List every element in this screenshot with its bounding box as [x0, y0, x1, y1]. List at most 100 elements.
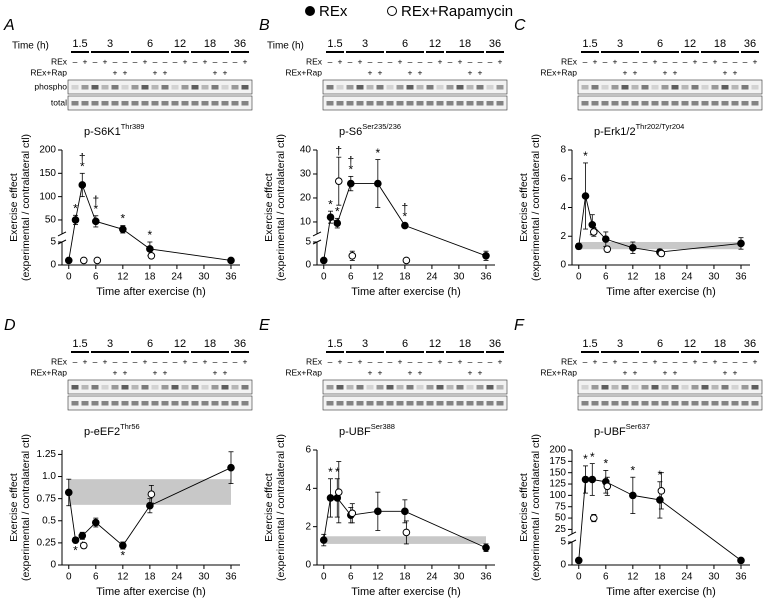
y-tick-label: 0.25 — [37, 538, 57, 549]
rex-sign: – — [328, 356, 333, 366]
rex-sign: + — [243, 356, 248, 366]
rex-sign: + — [83, 56, 88, 66]
blot-band — [496, 385, 504, 390]
significance-label: * — [335, 205, 340, 219]
blot-band — [591, 401, 599, 406]
rex-sign: + — [398, 356, 403, 366]
blot-band — [241, 385, 249, 390]
data-point — [601, 235, 610, 243]
data-point — [146, 501, 154, 510]
blot-band — [241, 85, 249, 90]
blot-band — [151, 101, 159, 106]
data-point — [657, 487, 666, 495]
blot-band — [416, 101, 424, 106]
data-point — [581, 192, 590, 200]
rex-sign: + — [203, 56, 208, 66]
data-point — [402, 528, 411, 537]
blot-band — [631, 385, 639, 390]
blot-band — [416, 385, 424, 390]
significance-label: * — [630, 463, 635, 477]
blot-band — [406, 401, 414, 406]
time-value: 3 — [107, 338, 113, 350]
rex-sign: – — [193, 356, 198, 366]
blot-band — [231, 401, 239, 406]
x-tick-label: 6 — [348, 572, 354, 583]
blot-band — [651, 401, 659, 406]
blot-band — [211, 101, 219, 106]
blot-band — [496, 401, 504, 406]
blot-strip — [322, 395, 508, 411]
significance-label: * — [328, 197, 333, 211]
panel-letter: E — [259, 317, 270, 334]
blot-band — [711, 101, 719, 106]
blot-strip — [577, 95, 763, 111]
blot-band — [601, 101, 609, 106]
blot-band — [141, 85, 149, 90]
blot-band — [476, 385, 484, 390]
rap-sign: + — [468, 67, 473, 77]
significance-label: * — [603, 457, 608, 471]
rex-sign: + — [693, 56, 698, 66]
x-tick-label: 0 — [66, 572, 72, 583]
blot-band — [426, 385, 434, 390]
blot-band — [631, 85, 639, 90]
rex-sign: + — [498, 56, 503, 66]
blot-band — [731, 385, 739, 390]
rex-sign: – — [233, 56, 238, 66]
y-tick-label: 100 — [549, 490, 566, 501]
data-point — [657, 249, 666, 258]
rex-sign: – — [478, 356, 483, 366]
rap-sign: + — [663, 67, 668, 77]
y-tick-label: 0 — [305, 260, 311, 271]
significance-label: * — [348, 163, 353, 177]
rex-sign: – — [153, 56, 158, 66]
data-point — [581, 475, 590, 484]
significance-label: † — [335, 143, 342, 157]
title-main: p-UBF — [594, 426, 626, 438]
blot-band — [691, 385, 699, 390]
blot-band — [741, 401, 749, 406]
rex-row-label: REx — [306, 56, 323, 66]
blot-band — [101, 401, 109, 406]
blot-band — [386, 101, 394, 106]
blot-band — [681, 401, 689, 406]
rex-sign: – — [223, 56, 228, 66]
rex-sign: – — [378, 56, 383, 66]
x-tick-label: 0 — [576, 572, 582, 583]
blot-band — [191, 85, 199, 90]
data-point — [119, 541, 127, 550]
blot-band — [221, 385, 229, 390]
rex-sign: – — [133, 356, 138, 366]
blot-band — [356, 85, 364, 90]
significance-label: * — [590, 450, 595, 464]
rex-sign: – — [583, 56, 588, 66]
blot-band — [191, 401, 199, 406]
time-value: 12 — [174, 338, 186, 350]
rap-sign: + — [153, 67, 158, 77]
blot-band — [436, 385, 444, 390]
significance-label: * — [583, 452, 588, 466]
blot-band — [121, 85, 129, 90]
rex-sign: + — [713, 56, 718, 66]
x-tick-label: 24 — [171, 572, 183, 583]
rex-sign: – — [743, 356, 748, 366]
significance-label: * — [335, 465, 340, 479]
blot-band — [376, 385, 384, 390]
blot-band — [111, 101, 119, 106]
rap-sign: + — [223, 367, 228, 377]
data-point — [326, 494, 335, 502]
blot-band — [241, 101, 249, 106]
blot-band — [741, 385, 749, 390]
blot-band — [231, 85, 239, 90]
blot-band — [436, 101, 444, 106]
x-tick-label: 12 — [117, 272, 129, 283]
rap-sign: + — [368, 67, 373, 77]
rex-sign: – — [378, 356, 383, 366]
data-point — [227, 463, 235, 472]
blot-band — [151, 401, 159, 406]
blot-strip — [67, 95, 253, 111]
blot-band — [691, 101, 699, 106]
significance-label: * — [328, 465, 333, 479]
blot-band — [376, 101, 384, 106]
